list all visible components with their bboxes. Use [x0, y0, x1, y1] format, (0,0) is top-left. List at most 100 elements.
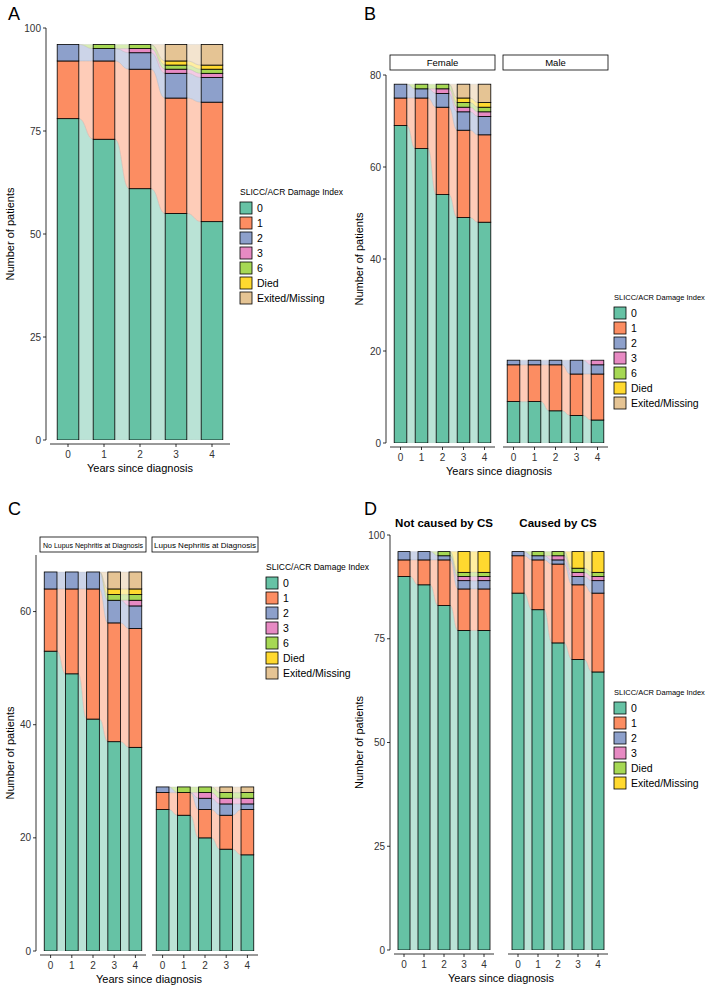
x-tick	[135, 955, 136, 958]
x-tick	[140, 444, 141, 447]
bar-segment	[512, 593, 524, 950]
bar-segment	[478, 222, 491, 443]
x-tick-label: 3	[461, 452, 467, 463]
bar-segment	[165, 73, 187, 98]
flow	[233, 798, 241, 804]
x-tick	[598, 954, 599, 957]
bar-segment	[478, 581, 490, 589]
flow	[79, 61, 93, 139]
y-tick	[383, 75, 386, 76]
figure: A0255075100Number of patients01234Years …	[0, 0, 709, 991]
flow	[520, 402, 528, 443]
bar-segment	[241, 810, 254, 855]
flow	[524, 552, 532, 556]
x-tick	[212, 444, 213, 447]
flow	[470, 589, 478, 631]
bar-segment	[165, 65, 187, 69]
flow	[121, 600, 129, 628]
x-tick	[464, 954, 465, 957]
bar-segment	[241, 793, 254, 799]
x-tick-label: 1	[535, 959, 541, 970]
x-tick-label: 2	[137, 449, 143, 460]
x-tick	[176, 444, 177, 447]
bar-segment	[592, 672, 604, 950]
flow	[99, 572, 107, 589]
legend-item: 3	[283, 622, 289, 634]
legend-item: 1	[257, 217, 263, 229]
x-tick	[400, 447, 401, 450]
x-tick	[484, 954, 485, 957]
bar-segment	[512, 551, 524, 552]
flow	[541, 360, 549, 365]
y-tick-label: 0	[375, 438, 381, 449]
legend-swatch	[614, 777, 626, 789]
y-tick	[43, 234, 46, 235]
bar-segment	[44, 571, 57, 572]
bar-segment	[199, 838, 212, 951]
panel: D0255075100Number of patientsNot caused …	[353, 499, 705, 984]
flow	[407, 98, 415, 149]
flow	[544, 552, 552, 556]
bar-segment	[457, 218, 470, 443]
flow	[233, 793, 241, 799]
y-tick-label: 25	[30, 332, 42, 343]
bar-segment	[528, 365, 541, 402]
y-tick-label: 50	[30, 229, 42, 240]
flow	[430, 560, 438, 606]
bar-segment	[93, 44, 115, 45]
flow	[211, 810, 219, 850]
legend-swatch	[240, 292, 252, 304]
y-tick	[387, 638, 390, 639]
flow	[99, 572, 107, 595]
facet-title: Caused by CS	[519, 517, 597, 529]
panel: A0255075100Number of patients01234Years …	[4, 4, 344, 474]
x-tick	[71, 955, 72, 958]
x-axis-title: Years since diagnosis	[87, 462, 193, 474]
x-tick-label: 0	[160, 960, 166, 971]
bar-segment	[57, 44, 79, 45]
flow	[79, 119, 93, 440]
panel: B020406080Number of patientsFemale01234M…	[353, 4, 705, 477]
flow	[190, 793, 198, 799]
bar-segment	[572, 568, 584, 572]
bar-segment	[65, 571, 78, 572]
legend-item: Exited/Missing	[257, 292, 325, 304]
bar-segment	[591, 360, 604, 361]
bar-segment	[532, 556, 544, 560]
flow	[428, 89, 436, 107]
x-tick-label: 4	[209, 449, 215, 460]
flow	[233, 849, 241, 951]
legend-item: 2	[283, 607, 289, 619]
bar-segment	[418, 551, 430, 552]
flow	[151, 44, 165, 65]
bar-segment	[528, 360, 541, 361]
y-tick	[383, 167, 386, 168]
flow	[450, 552, 458, 573]
facet-title: No Lupus Nephritis at Diagnosis	[43, 542, 143, 550]
flow	[470, 630, 478, 950]
legend-swatch	[240, 202, 252, 214]
legend-item: 1	[283, 592, 289, 604]
bar-segment	[532, 560, 544, 610]
bar-segment	[129, 600, 142, 606]
x-tick	[518, 954, 519, 957]
flow	[544, 556, 552, 564]
flow	[79, 44, 93, 48]
flow	[562, 411, 570, 443]
x-tick-label: 1	[532, 452, 538, 463]
x-tick	[576, 447, 577, 450]
bar-segment	[220, 804, 233, 815]
x-tick	[578, 954, 579, 957]
legend-item: 3	[631, 352, 637, 364]
bar-segment	[458, 552, 470, 573]
bar-segment	[457, 103, 470, 108]
bar-segment	[93, 49, 115, 61]
bar-segment	[570, 360, 583, 361]
bar-segment	[436, 93, 449, 107]
flow	[99, 572, 107, 623]
legend-item: Exited/Missing	[631, 397, 699, 409]
bar-segment	[44, 571, 57, 572]
facet-title: Not caused by CS	[395, 517, 493, 529]
bar-segment	[165, 61, 187, 65]
flow	[524, 552, 532, 560]
